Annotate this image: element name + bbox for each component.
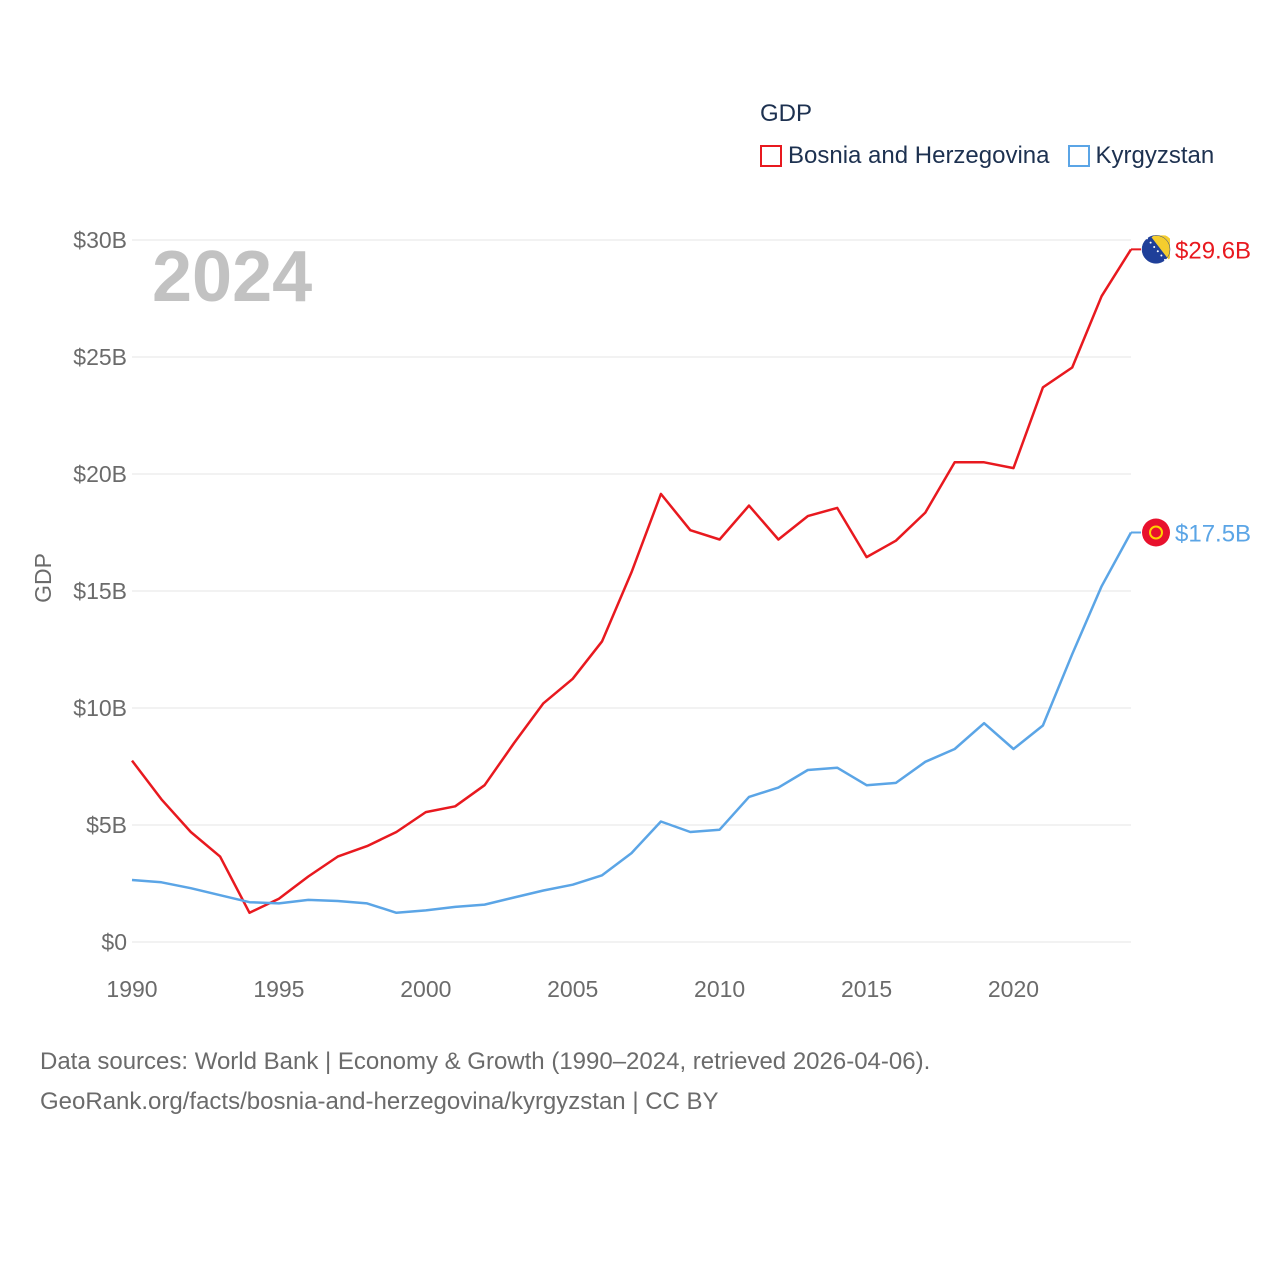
series-line-bosnia [131,248,1133,915]
y-tick-label: $15B [73,578,127,604]
y-tick-label: $20B [73,461,127,487]
y-tick-label: $10B [73,695,127,721]
legend-swatch-kyrgyzstan [1067,145,1090,167]
legend-label-kyrgyzstan: Kyrgyzstan [1095,142,1215,169]
kyrgyzstan-flag-icon [1142,518,1170,547]
legend-label-bosnia: Bosnia and Herzegovina [788,142,1050,169]
footer-sources: Data sources: World Bank | Economy & Gro… [40,1048,931,1075]
y-axis-label: GDP [30,553,56,603]
x-tick-label: 2005 [547,976,598,1002]
x-tick-label: 2015 [841,976,892,1002]
x-tick-label: 2020 [988,976,1039,1002]
x-tick-label: 2000 [400,976,451,1002]
footer: Data sources: World Bank | Economy & Gro… [40,1042,930,1122]
y-tick-label: $25B [73,344,127,370]
footer-link[interactable]: GeoRank.org/facts/bosnia-and-herzegovina… [40,1088,719,1115]
y-tick-label: $5B [86,812,127,838]
bosnia-flag-icon [1141,235,1171,264]
end-value-label-kyrgyzstan: $17.5B [1175,521,1251,548]
end-value-label-bosnia: $29.6B [1175,237,1251,264]
legend: Bosnia and Herzegovina Kyrgyzstan [760,142,1232,170]
legend-title: GDP [760,100,813,127]
x-tick-label: 2010 [694,976,745,1002]
y-tick-label: $0 [101,929,127,955]
legend-swatch-bosnia [760,145,782,167]
series-line-kyrgyzstan [131,531,1133,915]
year-label: 2024 [152,237,312,317]
legend-item-kyrgyzstan[interactable]: Kyrgyzstan [1067,142,1215,170]
x-tick-label: 1995 [253,976,304,1002]
x-tick-label: 1990 [106,976,157,1002]
legend-item-bosnia[interactable]: Bosnia and Herzegovina [760,142,1050,170]
y-tick-label: $30B [73,227,127,253]
